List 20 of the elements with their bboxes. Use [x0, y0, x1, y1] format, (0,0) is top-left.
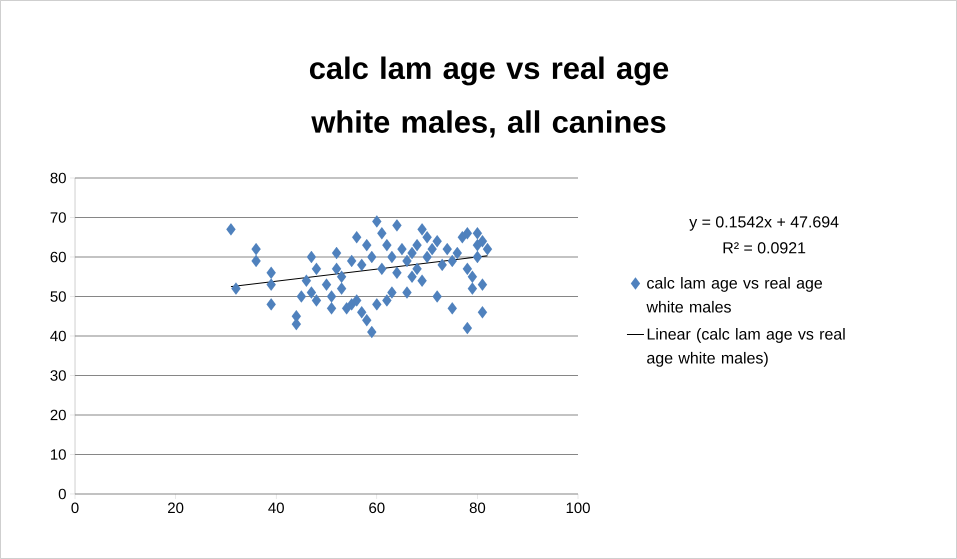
x-tick-label: 40 [268, 502, 284, 514]
chart-title: calc lam age vs real age white males, all canines [310, 56, 668, 138]
x-tick-label: 20 [168, 502, 184, 514]
x-tick-label: 60 [369, 502, 385, 514]
y-tick-label: 70 [50, 212, 66, 223]
y-tick-label: 50 [50, 291, 66, 302]
x-tick-label: 80 [470, 502, 486, 514]
y-tick-label: 60 [50, 252, 66, 262]
y-tick-label: 80 [50, 172, 66, 184]
text: y = 0.1542x + 47.694 [689, 216, 839, 231]
y-tick-label: 0 [58, 488, 66, 500]
legend-label: Linear (calc lam age vs real age white males) [647, 328, 845, 367]
legend-label: calc lam age vs real age white males [646, 276, 822, 313]
x-tick-label: 0 [71, 502, 79, 514]
x-tick-label: 100 [566, 502, 590, 514]
y-tick-label: 40 [50, 330, 66, 342]
y-tick-label: 20 [50, 410, 66, 420]
y-tick-label: 30 [50, 370, 66, 381]
y-tick-label: 10 [51, 449, 66, 460]
text: R² = 0.0921 [724, 242, 806, 254]
